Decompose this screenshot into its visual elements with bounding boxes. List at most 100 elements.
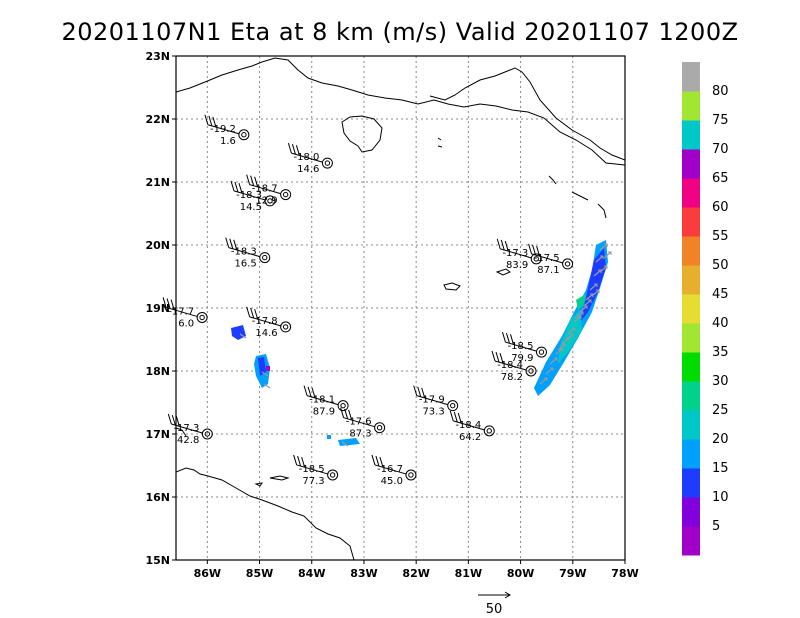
y-tick-label: 22N xyxy=(145,113,170,126)
station-marker-outer xyxy=(535,346,547,358)
station-marker-outer xyxy=(374,422,386,434)
wind-barb-flag xyxy=(348,409,353,421)
wind-barb-flag xyxy=(413,385,418,396)
wind-barb-flag xyxy=(307,386,312,397)
y-axis: 15N 16N 17N 18N 19N 20N 21N 22N 23N xyxy=(145,50,176,567)
wind-barb-flag xyxy=(287,142,292,154)
coastline-cuba-south xyxy=(429,67,625,161)
wind-barb-flag xyxy=(295,145,300,156)
wind-vector xyxy=(603,251,612,259)
station-temp: -18.4 xyxy=(455,420,481,431)
station-temp: -16.7 xyxy=(377,464,403,475)
x-tick-label: 85W xyxy=(246,567,273,580)
wind-barb-flag xyxy=(449,410,454,421)
wind-barb-flag xyxy=(491,350,496,362)
wind-barb-flag xyxy=(212,116,217,128)
colorbar-segment xyxy=(682,120,700,150)
wind-vector xyxy=(591,289,600,297)
wind-barb-staff xyxy=(343,417,375,428)
x-tick-label: 86W xyxy=(194,567,221,580)
shade-patch-south xyxy=(338,438,360,446)
x-tick-label: 80W xyxy=(507,567,534,580)
wind-barb-flag xyxy=(162,297,167,308)
wind-barb-flag xyxy=(532,244,537,256)
colorbar-label: 20 xyxy=(712,432,729,447)
station-temp: -18.7 xyxy=(252,184,278,195)
station-rh: 14.6 xyxy=(297,164,319,175)
wind-vector xyxy=(573,315,582,323)
wind-vector-head xyxy=(604,243,608,247)
wind-barb-staff xyxy=(494,360,527,371)
colorbar-segment xyxy=(682,178,700,208)
colorbar-segment xyxy=(682,352,700,382)
y-tick-label: 18N xyxy=(145,365,170,378)
wind-barb-flag xyxy=(499,353,504,364)
wind-barb-flag xyxy=(421,387,426,398)
wind-barb-flag xyxy=(246,174,251,185)
y-tick-label: 20N xyxy=(145,239,170,252)
station-rh: 83.9 xyxy=(506,260,528,271)
station-marker-outer xyxy=(259,252,271,264)
station-rh: 1.6 xyxy=(220,136,236,147)
colorbar-label: 55 xyxy=(712,229,729,244)
colorbar-label: 15 xyxy=(712,461,729,476)
station-marker-inner xyxy=(329,472,336,478)
station: -19.21.6 xyxy=(204,114,250,147)
colorbar-label: 35 xyxy=(712,345,729,360)
x-tick-label: 82W xyxy=(402,567,429,580)
coastline-keys xyxy=(437,137,607,219)
wind-barb-flag xyxy=(344,408,349,419)
wind-barb-staff xyxy=(233,190,266,201)
station-marker-inner xyxy=(376,425,383,431)
colorbar-segment xyxy=(682,410,700,440)
wind-vector xyxy=(565,333,574,341)
wind-barb-staff xyxy=(291,152,323,163)
station: -18.314.5 xyxy=(230,180,276,213)
coastline-cuba xyxy=(176,57,625,166)
wind-barb-flag xyxy=(505,333,510,344)
x-tick-label: 79W xyxy=(559,567,586,580)
wind-barb-flag xyxy=(340,407,345,418)
station-marker-inner xyxy=(204,431,211,437)
station-marker-inner xyxy=(267,198,273,204)
chart-title: 20201107N1 Eta at 8 km (m/s) Valid 20201… xyxy=(61,18,738,46)
station-rh: 14.6 xyxy=(255,328,277,339)
wind-barb-flag xyxy=(171,414,176,426)
wind-barb-flag xyxy=(238,182,243,194)
station-temp: -17.8 xyxy=(252,316,278,327)
station-marker-inner xyxy=(450,402,456,409)
station-marker-outer xyxy=(264,195,276,207)
x-tick-label: 81W xyxy=(455,567,482,580)
shade-band-15 xyxy=(534,240,608,396)
wind-vector-head xyxy=(608,251,612,255)
wind-vector xyxy=(589,283,598,291)
station-marker-inner xyxy=(340,402,346,409)
station-rh: 16.5 xyxy=(234,259,256,270)
wind-vector-head xyxy=(554,357,558,361)
station-marker-inner xyxy=(199,314,205,321)
colorbar-segment xyxy=(682,381,700,411)
y-tick-label: 19N xyxy=(145,302,170,315)
wind-vector-head xyxy=(544,377,548,381)
wind-barb-flag xyxy=(453,411,458,423)
colorbar-segment xyxy=(682,497,700,527)
y-tick-label: 23N xyxy=(145,50,170,63)
station-marker-inner xyxy=(241,132,247,138)
station-temp: -18.0 xyxy=(294,152,320,163)
station-marker-outer xyxy=(530,253,542,265)
shade-band-25 xyxy=(576,294,586,310)
station-marker-inner xyxy=(538,349,545,355)
wind-barb-staff xyxy=(228,247,260,258)
wind-barb-flag xyxy=(495,351,500,363)
station-temp: -18.4 xyxy=(497,360,523,371)
wind-barb-flag xyxy=(297,455,302,467)
station-temp: -18.5 xyxy=(508,341,534,352)
wind-vector xyxy=(539,377,548,385)
station-marker-outer xyxy=(321,157,333,169)
station: -17.814.6 xyxy=(246,306,292,339)
wind-vector xyxy=(263,383,271,389)
station-marker-outer xyxy=(405,469,417,481)
wind-vector xyxy=(585,293,594,301)
wind-barb-flag xyxy=(509,334,514,345)
wind-scale-arrowhead xyxy=(504,591,511,599)
